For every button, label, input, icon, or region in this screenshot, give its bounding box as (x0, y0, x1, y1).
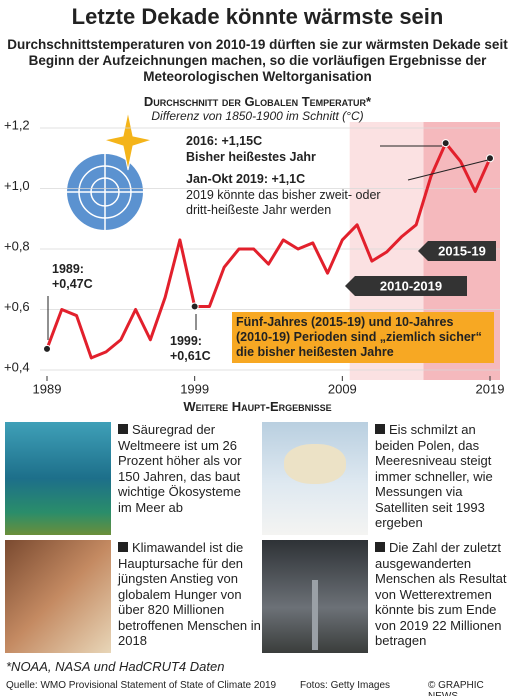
finding-text: Säuregrad der Weltmeere ist um 26 Prozen… (118, 422, 242, 515)
line (45, 141, 492, 360)
marker (43, 344, 51, 353)
chart-title: Durchschnitt der Globalen Temperatur* (143, 94, 372, 109)
finding: Eis schmilzt an beiden Polen, das Meeres… (375, 422, 510, 531)
y-tick-label: +0,6 (4, 299, 30, 314)
period-label: 2010-2019 (380, 278, 442, 293)
source: Quelle: WMO Provisional Statement of Sta… (6, 680, 277, 691)
section-title: Weitere Haupt-Ergebnisse (183, 399, 332, 414)
finding-text: Eis schmilzt an beiden Polen, das Meeres… (375, 422, 493, 530)
headline: Letzte Dekade könnte wärmste sein (71, 4, 444, 29)
period-box (418, 241, 496, 261)
photo (262, 422, 368, 535)
wmo-logo (67, 111, 154, 230)
annotation: Jan-Okt 2019: +1,1C (186, 172, 306, 186)
photo (262, 540, 368, 653)
finding: Klimawandel ist die Hauptursache für den… (118, 540, 263, 649)
period-label: 2015-19 (438, 243, 486, 258)
photo-credit: Fotos: Getty Images (300, 680, 391, 691)
x-tick-label: 2009 (328, 381, 357, 396)
y-tick-label: +0,8 (4, 238, 30, 253)
finding: Die Zahl der zuletzt ausgewanderten Mens… (375, 540, 513, 649)
credit: © GRAPHIC NEWS (428, 680, 484, 696)
annotation: Bisher heißestes Jahr (186, 150, 316, 164)
annotation: 1999: +0,61C (170, 334, 211, 363)
chart-subtitle: Differenz von 1850-1900 im Schnitt (°C) (151, 109, 364, 123)
x-tick-label: 2019 (476, 381, 505, 396)
footnote: *NOAA, NASA und HadCRUT4 Daten (6, 659, 225, 674)
callout: Fünf-Jahres (2015-19) und 10-Jahres (201… (232, 312, 494, 363)
y-tick-label: +0,4 (4, 359, 30, 374)
subtitle: Durchschnittstemperaturen von 2010-19 dü… (7, 37, 508, 84)
marker (441, 139, 450, 148)
marker (190, 302, 199, 311)
leader-line (407, 159, 489, 181)
photo (5, 422, 111, 535)
finding: Säuregrad der Weltmeere ist um 26 Prozen… (118, 422, 258, 515)
annotation: 2019 könnte das bisher zweit- oder dritt… (186, 188, 381, 217)
annotation: 2016: +1,15C (186, 134, 263, 148)
y-tick-label: +1,0 (4, 178, 30, 193)
annotation: 1989: +0,47C (52, 262, 93, 291)
period-box (345, 276, 467, 296)
marker (486, 154, 494, 163)
finding-text: Klimawandel ist die Hauptursache für den… (118, 540, 261, 648)
x-tick-label: 1989 (33, 381, 62, 396)
x-tick-label: 1999 (180, 381, 209, 396)
finding-text: Die Zahl der zuletzt ausgewanderten Mens… (375, 540, 507, 648)
y-tick-label: +1,2 (4, 117, 30, 132)
photo (5, 540, 111, 653)
